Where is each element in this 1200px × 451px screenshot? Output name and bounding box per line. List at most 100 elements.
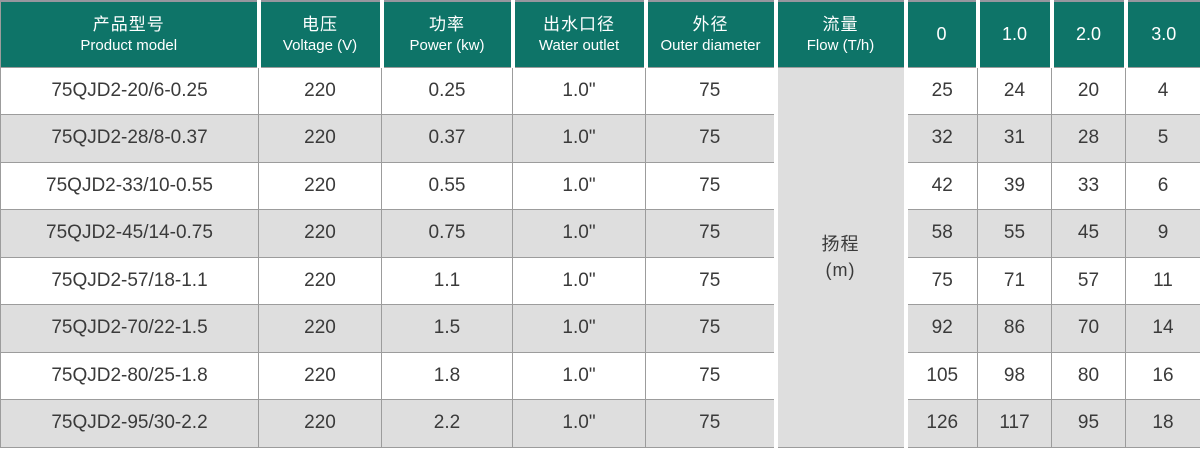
cell-head-3: 5 — [1125, 114, 1200, 163]
col-header-product-model: 产品型号 Product model — [0, 1, 261, 68]
col-header-voltage: 电压 Voltage (V) — [256, 1, 384, 68]
cell-head-1: 24 — [977, 66, 1052, 115]
cell-outlet: 1.0" — [512, 399, 646, 448]
header-label-en: Flow (T/h) — [806, 37, 875, 55]
cell-voltage: 220 — [258, 161, 382, 210]
header-label-zh: 电压 — [302, 15, 338, 35]
cell-outlet: 1.0" — [512, 114, 646, 163]
cell-diameter: 75 — [645, 399, 776, 448]
cell-head-0: 92 — [905, 304, 978, 353]
cell-model: 75QJD2-20/6-0.25 — [0, 66, 259, 115]
cell-head-1: 55 — [977, 209, 1052, 258]
header-label-zh: 功率 — [429, 15, 465, 35]
cell-head-0: 58 — [905, 209, 978, 258]
col-header-water-outlet: 出水口径 Water outlet — [510, 1, 648, 68]
cell-head-3: 6 — [1125, 161, 1200, 210]
cell-head-2: 70 — [1051, 304, 1126, 353]
cell-head-1: 86 — [977, 304, 1052, 353]
table-row: 75QJD2-80/25-1.8 220 1.8 1.0" 75 105 98 … — [0, 351, 1200, 400]
col-header-outer-diameter: 外径 Outer diameter — [643, 1, 778, 68]
cell-voltage: 220 — [258, 399, 382, 448]
cell-head-1: 39 — [977, 161, 1052, 210]
table-row: 75QJD2-70/22-1.5 220 1.5 1.0" 75 92 86 7… — [0, 304, 1200, 353]
cell-head-1: 98 — [977, 351, 1052, 400]
header-label-zh: 产品型号 — [92, 15, 165, 35]
cell-head-2: 80 — [1051, 351, 1126, 400]
cell-model: 75QJD2-80/25-1.8 — [0, 351, 259, 400]
cell-head-2: 57 — [1051, 256, 1126, 305]
cell-voltage: 220 — [258, 304, 382, 353]
table-row: 75QJD2-20/6-0.25 220 0.25 1.0" 75 扬程 (m)… — [0, 66, 1200, 448]
cell-head-2: 95 — [1051, 399, 1126, 448]
cell-head-0: 25 — [905, 66, 978, 115]
header-label-zh: 出水口径 — [543, 15, 615, 35]
col-header-power: 功率 Power (kw) — [379, 1, 515, 68]
header-label-zh: 流量 — [822, 15, 859, 35]
cell-diameter: 75 — [645, 161, 776, 210]
col-header-flow: 流量 Flow (T/h) — [773, 1, 908, 68]
cell-head-3: 14 — [1125, 304, 1200, 353]
cell-voltage: 220 — [258, 209, 382, 258]
cell-outlet: 1.0" — [512, 256, 646, 305]
cell-head-1: 71 — [977, 256, 1052, 305]
col-header-flow-2: 2.0 — [1049, 1, 1128, 68]
cell-model: 75QJD2-57/18-1.1 — [0, 256, 259, 305]
cell-power: 1.8 — [381, 351, 513, 400]
cell-head-3: 11 — [1125, 256, 1200, 305]
header-row: 产品型号 Product model 电压 Voltage (V) 功率 Pow… — [0, 1, 1200, 68]
cell-outlet: 1.0" — [512, 161, 646, 210]
cell-head-2: 33 — [1051, 161, 1126, 210]
table-row: 75QJD2-28/8-0.37 220 0.37 1.0" 75 32 31 … — [0, 114, 1200, 163]
col-header-flow-3: 3.0 — [1123, 1, 1200, 68]
cell-voltage: 220 — [258, 351, 382, 400]
merged-head-label-cell: 扬程 (m) — [773, 66, 908, 448]
header-label-en: Outer diameter — [660, 37, 761, 55]
table-row: 75QJD2-57/18-1.1 220 1.1 1.0" 75 75 71 5… — [0, 256, 1200, 305]
cell-outlet: 1.0" — [512, 304, 646, 353]
table-body: 75QJD2-20/6-0.25 220 0.25 1.0" 75 扬程 (m)… — [0, 66, 1200, 448]
cell-power: 1.5 — [381, 304, 513, 353]
cell-model: 75QJD2-28/8-0.37 — [0, 114, 259, 163]
head-label-unit: (m) — [825, 260, 856, 280]
cell-head-2: 45 — [1051, 209, 1126, 258]
cell-head-3: 4 — [1125, 66, 1200, 115]
cell-diameter: 75 — [645, 256, 776, 305]
cell-power: 2.2 — [381, 399, 513, 448]
cell-voltage: 220 — [258, 66, 382, 115]
cell-head-0: 32 — [905, 114, 978, 163]
header-label-en: Power (kw) — [409, 37, 485, 55]
header-label-en: Product model — [80, 37, 178, 55]
cell-diameter: 75 — [645, 66, 776, 115]
cell-model: 75QJD2-95/30-2.2 — [0, 399, 259, 448]
cell-power: 0.55 — [381, 161, 513, 210]
cell-power: 0.25 — [381, 66, 513, 115]
cell-diameter: 75 — [645, 351, 776, 400]
cell-diameter: 75 — [645, 304, 776, 353]
cell-head-0: 126 — [905, 399, 978, 448]
header-label-zh: 外径 — [692, 15, 729, 35]
cell-head-3: 16 — [1125, 351, 1200, 400]
table-row: 75QJD2-95/30-2.2 220 2.2 1.0" 75 126 117… — [0, 399, 1200, 448]
table-row: 75QJD2-33/10-0.55 220 0.55 1.0" 75 42 39… — [0, 161, 1200, 210]
cell-head-0: 105 — [905, 351, 978, 400]
table-header: 产品型号 Product model 电压 Voltage (V) 功率 Pow… — [0, 1, 1200, 68]
cell-power: 0.37 — [381, 114, 513, 163]
cell-power: 1.1 — [381, 256, 513, 305]
head-label-zh: 扬程 — [821, 233, 860, 254]
cell-head-3: 18 — [1125, 399, 1200, 448]
cell-voltage: 220 — [258, 114, 382, 163]
cell-power: 0.75 — [381, 209, 513, 258]
header-label-en: Water outlet — [538, 37, 620, 55]
header-label-en: Voltage (V) — [282, 37, 358, 55]
cell-outlet: 1.0" — [512, 209, 646, 258]
col-header-flow-1: 1.0 — [975, 1, 1054, 68]
cell-head-0: 42 — [905, 161, 978, 210]
table-row: 75QJD2-45/14-0.75 220 0.75 1.0" 75 58 55… — [0, 209, 1200, 258]
cell-head-2: 28 — [1051, 114, 1126, 163]
cell-model: 75QJD2-70/22-1.5 — [0, 304, 259, 353]
cell-head-0: 75 — [905, 256, 978, 305]
cell-diameter: 75 — [645, 114, 776, 163]
cell-head-3: 9 — [1125, 209, 1200, 258]
col-header-flow-0: 0 — [903, 1, 980, 68]
